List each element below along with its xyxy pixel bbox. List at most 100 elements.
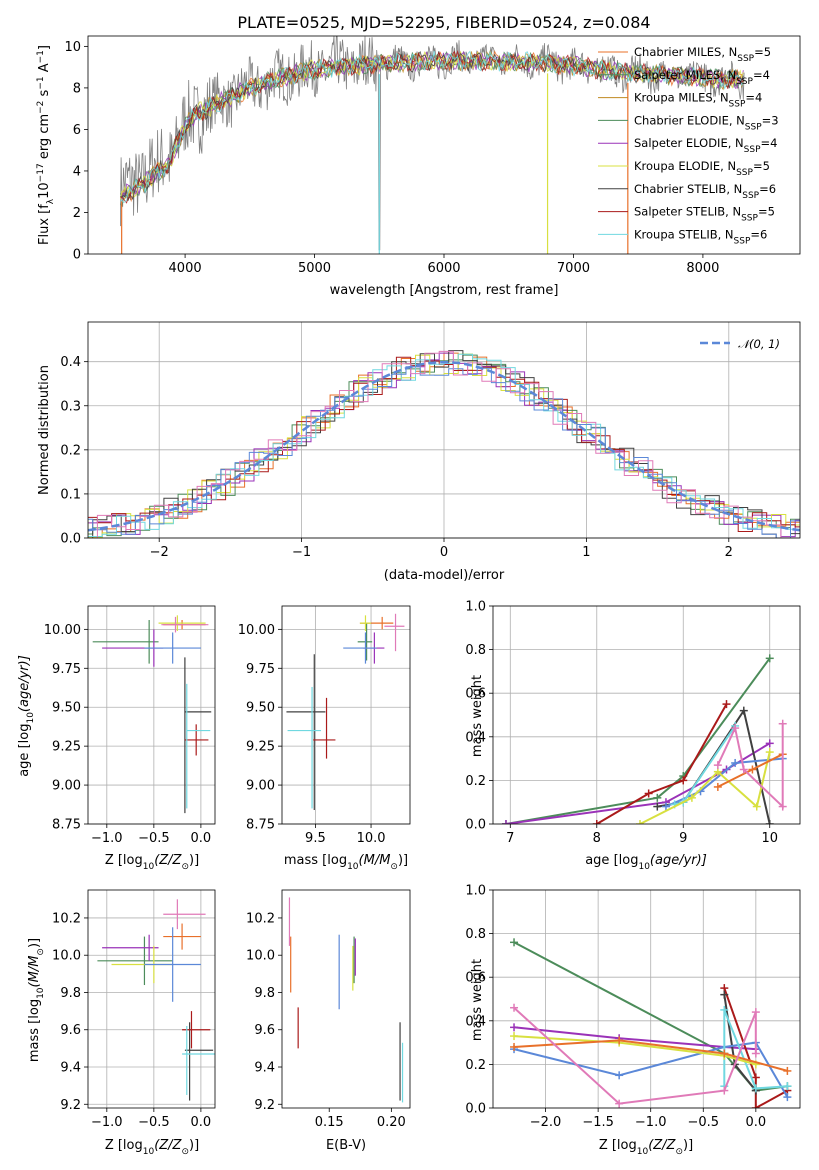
x-axis-label-part: )] (398, 853, 408, 868)
x-axis-label: Z [log10(Z/Z⊙)] (105, 853, 199, 872)
y-tick-label: 0.4 (60, 355, 81, 370)
legend-label-part: SSP (734, 236, 751, 246)
weight-marker (510, 1023, 519, 1032)
legend-label: 𝒩(0, 1) (738, 337, 780, 351)
y-tick-label: 1.0 (465, 884, 486, 899)
legend-label-part: =5 (753, 159, 770, 173)
residual-histogram (88, 353, 800, 538)
x-axis-label-part: 10 (143, 862, 155, 872)
x-tick-label: 9.5 (305, 831, 326, 846)
y-tick-label: 10.00 (238, 623, 275, 638)
x-tick-label: −1.0 (635, 1115, 667, 1130)
legend-label-part: =5 (754, 45, 771, 59)
x-tick-label: 8000 (686, 261, 719, 276)
legend-label-part: SSP (744, 145, 761, 155)
weight-line (596, 703, 728, 824)
weight-marker (765, 654, 774, 663)
error-point (184, 1022, 214, 1101)
weight-marker (739, 706, 748, 715)
residual-histogram (88, 350, 800, 538)
x-axis-label-part: 10 (347, 862, 359, 872)
axes-age_vs_Z: −1.0 −0.5 0.0 8.75 9.00 9.25 9.50 9.75 10.00 (44, 605, 216, 846)
y-tick-label: 8.75 (52, 818, 81, 833)
weight-marker (751, 1084, 760, 1093)
axes-weight_vs_Z: −2.0 −1.5 −1.0 −0.5 0.0 0.0 0.2 0.4 0.6 0.8 1.0 (465, 884, 801, 1130)
axes-frame (281, 605, 411, 825)
weight-marker (720, 1005, 729, 1014)
x-tick-label: −1.5 (582, 1115, 614, 1130)
weight-marker (510, 938, 519, 947)
axes-mass_vs_EBV: 0.15 0.20 9.2 9.4 9.6 9.8 10.0 10.2 (246, 889, 411, 1130)
x-tick-label: 2 (725, 545, 733, 560)
y-tick-label: 0.0 (465, 818, 486, 833)
legend: 𝒩(0, 1) (700, 337, 780, 351)
legend-label: Salpeter STELIB, NSSP=5 (634, 205, 775, 224)
legend-label-part: Chabrier STELIB, N (634, 182, 742, 196)
x-axis-label-part: 10 (637, 1147, 649, 1157)
x-axis-label: mass [log10(M/M⊙)] (284, 853, 408, 872)
x-axis-label-part: ⊙ (181, 862, 189, 872)
plot-area-spectrum (119, 36, 745, 254)
x-tick-label: −1.0 (91, 831, 123, 846)
weight-marker (510, 1003, 519, 1012)
legend-label-part: =5 (758, 205, 775, 219)
y-tick-label: 0.6 (465, 687, 486, 702)
error-point (92, 620, 159, 664)
legend-label-part: SSP (745, 122, 762, 132)
weight-marker (752, 802, 761, 811)
y-tick-label: 9.4 (254, 1061, 275, 1076)
weight-marker (653, 793, 662, 802)
chart-title: PLATE=0525, MJD=52295, FIBERID=0524, z=0… (237, 13, 650, 32)
y-axis-label-part: −2 (36, 101, 46, 114)
y-tick-label: 0.8 (465, 643, 486, 658)
y-axis-label-part: (M/M (27, 956, 42, 988)
y-axis-label: age [log10(age/yr)] (17, 655, 36, 777)
x-tick-label: 10 (761, 831, 778, 846)
y-axis-label-part: age [log (17, 724, 32, 777)
axes-mass_vs_Z: −1.0 −0.5 0.0 9.2 9.4 9.6 9.8 10.0 10.2 (52, 889, 216, 1130)
x-axis-label-part: )] (189, 1138, 199, 1153)
y-tick-label: 10.2 (246, 911, 275, 926)
y-tick-label: 9.2 (254, 1098, 275, 1113)
y-tick-label: 1.0 (465, 600, 486, 615)
plot-area-weight_vs_Z (510, 938, 792, 1108)
y-axis-label-part: 10 (26, 712, 36, 724)
x-axis-label-part: 10 (143, 1147, 155, 1157)
error-point (97, 936, 173, 986)
legend-label-part: Salpeter ELODIE, N (634, 136, 744, 150)
plot-area-weight_vs_age (501, 654, 787, 824)
y-axis-label: mass weight (470, 959, 485, 1041)
axes-spectrum: 4000 5000 6000 7000 8000 0 2 4 6 8 10 (64, 35, 801, 276)
y-tick-label: 0.2 (465, 774, 486, 789)
x-tick-label: 0.20 (377, 1115, 406, 1130)
y-axis-label-part: −17 (36, 163, 46, 182)
x-axis-label: Z [log10(Z/Z⊙)] (599, 1138, 693, 1157)
legend-label-part: Salpeter STELIB, N (634, 205, 741, 219)
weight-marker (751, 1104, 760, 1108)
y-axis-label-part: ] (37, 45, 52, 50)
x-axis-label-part: ⊙ (390, 862, 398, 872)
y-tick-label: 0.0 (60, 532, 81, 547)
x-axis-label-part: (Z/Z (154, 853, 182, 868)
y-axis-label-part: erg cm (37, 114, 52, 163)
y-tick-label: 0 (73, 248, 81, 263)
y-tick-label: 8 (73, 81, 81, 96)
weight-marker (687, 793, 696, 802)
weight-marker (713, 782, 722, 791)
x-axis-label: E(B-V) (326, 1138, 366, 1153)
y-axis-label-part: −1 (36, 76, 46, 89)
x-axis-label-part: ⊙ (675, 1147, 683, 1157)
weight-marker (783, 1082, 792, 1091)
x-tick-label: 0.0 (191, 831, 212, 846)
weight-marker (751, 1008, 760, 1017)
weight-marker (510, 1032, 519, 1041)
y-tick-label: 0.6 (465, 971, 486, 986)
y-tick-label: 9.00 (246, 779, 275, 794)
y-tick-label: 0.8 (465, 927, 486, 942)
axes-residuals: −2 −1 0 1 2 0.0 0.1 0.2 0.3 0.4 (60, 321, 801, 560)
y-axis-label-part: mass [log (27, 999, 42, 1062)
weight-line (513, 1039, 788, 1072)
x-axis-label: age [log10(age/yr)] (585, 853, 707, 872)
legend-label-part: SSP (742, 191, 759, 201)
